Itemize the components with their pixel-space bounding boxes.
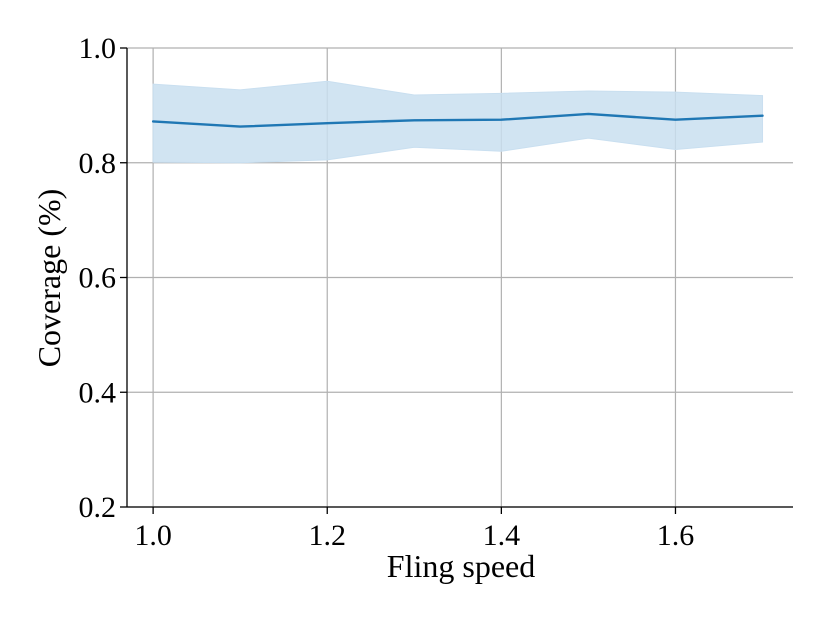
y-tick-label: 0.8 bbox=[79, 147, 117, 180]
x-tick-label: 1.6 bbox=[657, 519, 695, 552]
series-line-layer bbox=[151, 112, 764, 128]
axes bbox=[120, 47, 793, 514]
y-tick-label: 0.4 bbox=[79, 376, 117, 409]
x-tick-label: 1.2 bbox=[308, 519, 346, 552]
y-tick-label: 0.6 bbox=[79, 262, 117, 295]
y-tick-label: 0.2 bbox=[79, 491, 117, 524]
x-tick-labels: 1.0 1.2 1.4 1.6 bbox=[134, 519, 694, 552]
y-axis-label: Coverage (%) bbox=[31, 189, 67, 368]
confidence-band-layer bbox=[152, 80, 764, 164]
series-line bbox=[151, 112, 764, 128]
x-tick-label: 1.0 bbox=[134, 519, 172, 552]
confidence-band bbox=[152, 80, 764, 164]
y-tick-labels: 0.2 0.4 0.6 0.8 1.0 bbox=[79, 32, 117, 524]
x-axis-label: Fling speed bbox=[387, 548, 535, 584]
y-tick-label: 1.0 bbox=[79, 32, 117, 65]
x-tick-label: 1.4 bbox=[483, 519, 521, 552]
